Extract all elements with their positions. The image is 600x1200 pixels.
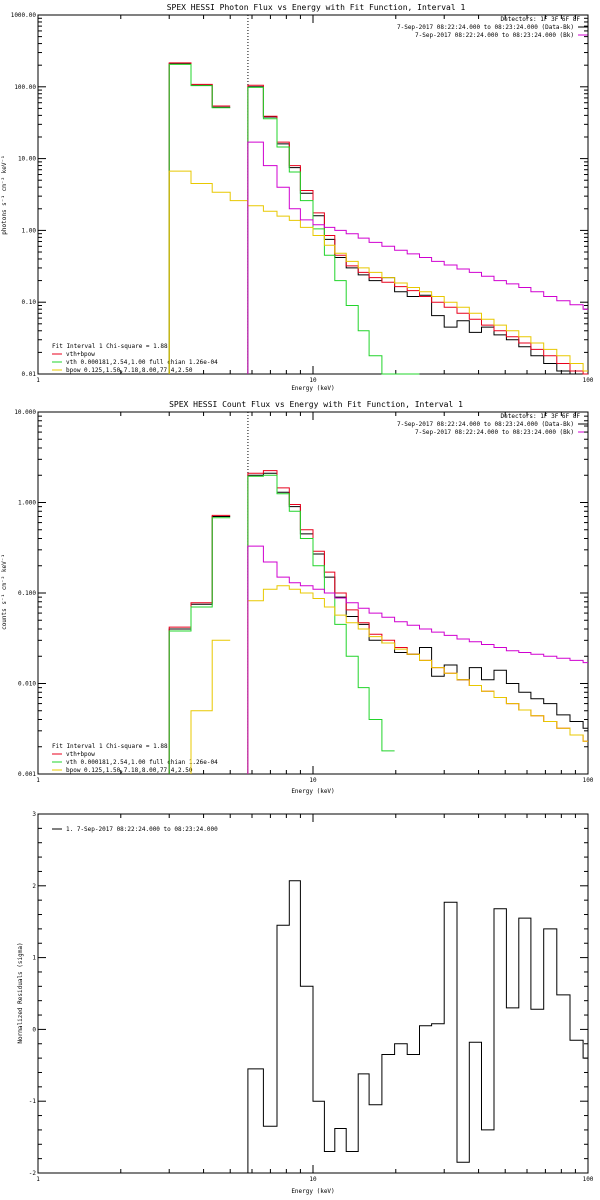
- y-tick-label: 0: [32, 1026, 36, 1033]
- series-vth: [168, 63, 420, 375]
- panel2-plot: 1 10 100 0.001 0.010 0.100 1.000 10.000: [14, 409, 593, 784]
- x-tick-label: 100: [583, 1176, 594, 1183]
- y-tick-label: 1.00: [22, 227, 37, 234]
- y-tick-label: -1: [29, 1098, 37, 1105]
- panel1-fit-label: Fit Interval 1 Chi-square = 1.88: [52, 343, 168, 350]
- y-tick-label: 2: [32, 883, 36, 890]
- count-flux-panel: SPEX HESSI Count Flux vs Energy with Fit…: [1, 400, 594, 795]
- series-data-bk: [168, 63, 588, 375]
- panel1-title: SPEX HESSI Photon Flux vs Energy with Fi…: [167, 3, 466, 12]
- residuals-panel: 1. 7-Sep-2017 08:22:24.000 to 08:23:24.0…: [17, 811, 594, 1195]
- panel2-legend-total: vth+bpow: [66, 751, 95, 758]
- panel1-xlabel: Energy (keV): [291, 385, 334, 392]
- x-tick-label: 10: [309, 777, 317, 784]
- y-tick-label: 10.000: [14, 409, 36, 416]
- series-bk: [247, 545, 588, 774]
- panel3-ylabel: Normalized Residuals (sigma): [17, 942, 24, 1043]
- series-residuals: [247, 880, 588, 1173]
- x-tick-label: 100: [583, 777, 594, 784]
- panel2-legend: vth+bpow vth 0.000181,2.54,1.00 full chi…: [52, 751, 218, 774]
- panel3-xlabel: Energy (keV): [291, 1188, 334, 1195]
- y-tick-label: -2: [29, 1170, 37, 1177]
- panel1-interval-data-label: 7-Sep-2017 08:22:24.000 to 08:23:24.000 …: [397, 24, 574, 31]
- panel2-legend-bpow: bpow 0.125,1.50,7.18,8.00,77.4,2.50: [66, 767, 193, 774]
- panel2-fit-label: Fit Interval 1 Chi-square = 1.88: [52, 743, 168, 750]
- series-bk: [247, 141, 588, 374]
- panel2-interval-data-label: 7-Sep-2017 08:22:24.000 to 08:23:24.000 …: [397, 421, 574, 428]
- y-tick-label: 1.000: [18, 500, 36, 507]
- panel1-legend-vth: vth 0.000181,2.54,1.00 full chian 1.26e-…: [66, 359, 218, 366]
- x-tick-label: 100: [583, 377, 594, 384]
- photon-flux-panel: SPEX HESSI Photon Flux vs Energy with Fi…: [1, 3, 594, 392]
- series-vth-bpow: [168, 470, 588, 774]
- y-tick-label: 1000.00: [11, 12, 37, 19]
- y-tick-label: 0.10: [22, 299, 37, 306]
- panel2-ylabel: counts s⁻¹ cm⁻² keV⁻¹: [1, 554, 8, 630]
- y-tick-label: 0.01: [22, 371, 37, 378]
- panel2-detectors-label: Detectors: 1F 3F 6F 8F: [501, 413, 581, 420]
- panel2-interval-bk-label: 7-Sep-2017 08:22:24.000 to 08:23:24.000 …: [415, 429, 574, 436]
- panel3-legend-label: 1. 7-Sep-2017 08:22:24.000 to 08:23:24.0…: [66, 826, 218, 833]
- panel1-plot: 1 10 100 0.01 0.10 1.00 10.00 100.00 1000.00: [11, 12, 594, 384]
- panel2-title: SPEX HESSI Count Flux vs Energy with Fit…: [169, 400, 463, 409]
- series-data-bk: [168, 472, 588, 774]
- panel2-legend-vth: vth 0.000181,2.54,1.00 full chian 1.26e-…: [66, 759, 218, 766]
- panel3-plot: 1 10 100 -2 -1 0 1 2 3: [29, 811, 594, 1183]
- panel1-detectors-label: Detectors: 1F 3F 6F 8F: [501, 16, 581, 23]
- x-tick-label: 1: [36, 377, 40, 384]
- series-bpow: [168, 170, 588, 374]
- y-tick-label: 3: [32, 811, 36, 818]
- panel1-legend-bpow: bpow 0.125,1.50,7.18,8.00,77.4,2.50: [66, 367, 193, 374]
- x-tick-label: 10: [309, 377, 317, 384]
- x-tick-label: 10: [309, 1176, 317, 1183]
- series-bpow: [190, 585, 588, 774]
- series-vth-bpow: [168, 62, 588, 375]
- panel2-xlabel: Energy (keV): [291, 788, 334, 795]
- y-tick-label: 10.00: [18, 156, 36, 163]
- y-tick-label: 0.100: [18, 590, 36, 597]
- y-tick-label: 100.00: [14, 84, 36, 91]
- y-tick-label: 1: [32, 955, 36, 962]
- x-tick-label: 1: [36, 1176, 40, 1183]
- panel1-ylabel: photons s⁻¹ cm⁻² keV⁻¹: [1, 155, 8, 234]
- panel1-legend: vth+bpow vth 0.000181,2.54,1.00 full chi…: [52, 351, 218, 374]
- y-tick-label: 0.010: [18, 681, 36, 688]
- panel1-legend-total: vth+bpow: [66, 351, 95, 358]
- y-tick-label: 0.001: [18, 771, 36, 778]
- series-vth: [168, 474, 395, 774]
- panel1-interval-bk-label: 7-Sep-2017 08:22:24.000 to 08:23:24.000 …: [415, 32, 574, 39]
- x-tick-label: 1: [36, 777, 40, 784]
